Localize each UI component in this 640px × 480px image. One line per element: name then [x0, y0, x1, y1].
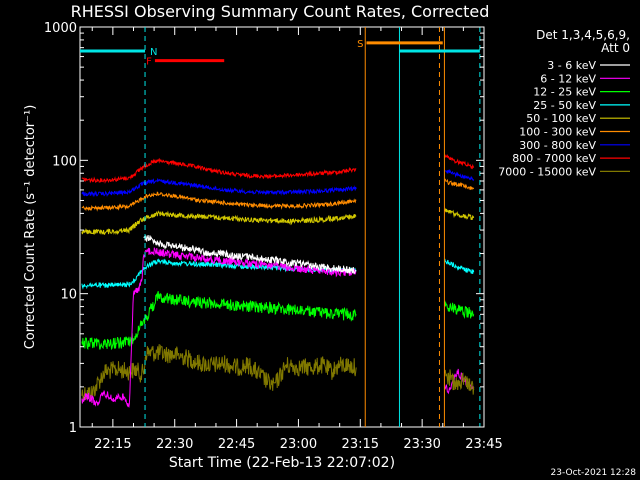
y-tick-label: 10 [60, 288, 77, 303]
detector-info-line-2: Att 0 [601, 41, 630, 55]
legend-label-7000-15000-kev: 7000 - 15000 keV [498, 165, 596, 178]
series-layer [81, 154, 475, 408]
legend-label-800-7000-kev: 800 - 7000 keV [512, 152, 596, 165]
chart-title: RHESSI Observing Summary Count Rates, Co… [71, 2, 490, 21]
x-tick-label: 23:30 [403, 437, 440, 452]
legend-label-25-50-kev: 25 - 50 keV [533, 99, 596, 112]
series-line-6-12-kev [81, 247, 357, 408]
y-axis-label: Corrected Count Rate (s⁻¹ detector⁻¹) [23, 105, 38, 350]
axis-layer: 1 10 100 1000 22:15 22:30 22:45 23:00 23:15 23:30… [44, 21, 503, 452]
generation-timestamp: 23-Oct-2021 12:28 [551, 468, 637, 478]
x-tick-label: 23:00 [280, 437, 317, 452]
x-tick-label: 23:45 [465, 437, 502, 452]
x-tick-label: 23:15 [342, 437, 379, 452]
series-segment-7000-15000-kev [444, 369, 475, 395]
legend-label-12-25-kev: 12 - 25 keV [533, 86, 596, 99]
status-bar-label-s: S [357, 39, 363, 50]
series-segment-12-25-kev [444, 300, 475, 319]
legend-label-50-100-kev: 50 - 100 keV [526, 112, 596, 125]
series-line-12-25-kev [81, 291, 357, 351]
status-bar-label-f: F [146, 57, 152, 68]
status-bar-layer: NF S [80, 39, 480, 68]
legend-label-100-300-kev: 100 - 300 keV [519, 126, 596, 139]
legend-label-6-12-kev: 6 - 12 keV [540, 72, 596, 85]
series-segment-50-100-kev [444, 207, 475, 221]
series-line-800-7000-kev [81, 157, 357, 184]
legend-label-300-800-kev: 300 - 800 keV [519, 139, 596, 152]
status-bar-label-n: N [150, 47, 157, 58]
series-line-3-6-kev [143, 234, 357, 275]
series-line-7000-15000-kev [81, 344, 357, 402]
plot-frame [79, 26, 485, 428]
series-line-100-300-kev [81, 191, 357, 212]
y-tick-label: 1 [69, 421, 77, 436]
series-segment-25-50-kev [444, 258, 475, 274]
x-tick-label: 22:15 [94, 437, 131, 452]
series-line-300-800-kev [81, 177, 357, 198]
series-segment-100-300-kev [444, 178, 475, 191]
series-segment-300-800-kev [444, 169, 475, 182]
legend-label-3-6-kev: 3 - 6 keV [547, 59, 596, 72]
x-tick-label: 22:30 [156, 437, 193, 452]
x-axis-label: Start Time (22-Feb-13 22:07:02) [169, 455, 395, 471]
y-tick-label: 100 [52, 154, 77, 169]
y-tick-label: 1000 [44, 21, 77, 36]
detector-info-line-1: Det 1,3,4,5,6,9, [536, 28, 630, 42]
plot-area [79, 26, 485, 428]
x-tick-label: 22:45 [218, 437, 255, 452]
series-segment-800-7000-kev [444, 154, 475, 170]
marker-layer [144, 27, 481, 427]
series-line-50-100-kev [81, 210, 357, 236]
